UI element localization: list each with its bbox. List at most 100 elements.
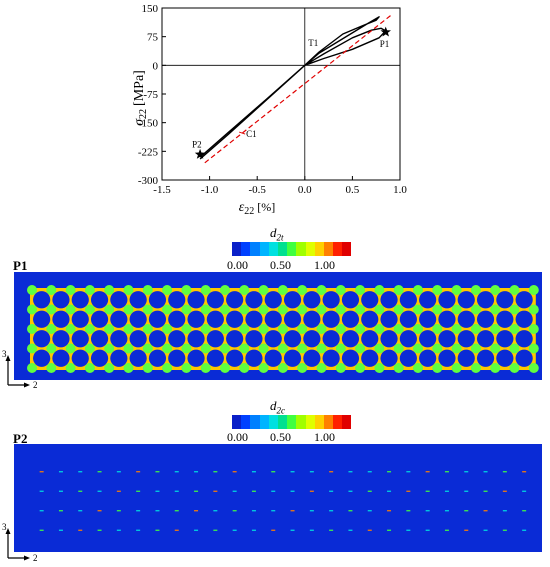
fiber [52,310,70,328]
colorbar-tick-p2-max: 1.00 [314,430,335,444]
matrix-damage-spot [451,324,462,334]
matrix-damage-spot [65,285,76,295]
fiber [90,291,109,309]
fiber [303,349,321,367]
fiber [245,291,263,309]
matrix-damage-spot [251,471,256,473]
fiber [496,349,514,367]
fiber [476,330,495,348]
matrix-damage-spot [406,529,411,531]
colorbar-swatch [268,415,278,429]
fiber [283,330,302,348]
fiber [515,310,533,328]
matrix-damage-spot [194,490,199,492]
matrix-damage-spot [271,510,276,512]
matrix-damage-spot [174,529,179,531]
matrix-damage-spot [39,510,44,512]
matrix-damage-spot [490,363,501,373]
matrix-damage-spot [502,510,507,512]
fiber [457,291,475,309]
matrix-damage-spot [162,363,173,373]
matrix-damage-spot [27,304,37,315]
matrix-damage-spot [483,490,488,492]
fiber [457,349,475,367]
matrix-damage-spot [155,471,160,473]
fiber [419,330,437,348]
matrix-damage-spot [232,471,237,473]
colorbar-swatch [241,415,251,429]
matrix-damage-spot [483,529,488,531]
matrix-damage-spot [58,490,63,492]
fiber [168,291,186,309]
matrix-damage-spot [309,510,314,512]
matrix-damage-spot [46,363,57,373]
colorbar-swatch [333,415,343,429]
colorbar-swatch [250,242,260,256]
matrix-damage-spot [329,529,334,531]
fiber [110,310,128,328]
matrix-damage-spot [97,490,102,492]
matrix-damage-spot [142,324,153,334]
colorbar-swatch [296,242,306,256]
colorbar-title-p2: d2c [270,398,285,416]
fiber [206,310,224,328]
y-tick-label: -75 [143,89,158,101]
matrix-damage-spot [444,510,449,512]
fiber [380,349,398,367]
axis-label-3: 3 [2,522,7,532]
fiber [322,349,340,367]
colorbar-swatch [277,415,288,429]
colorbar-swatch [277,242,288,256]
annotation-t1: T1 [308,38,318,48]
fiber [283,310,302,328]
fiber [148,310,167,328]
matrix-damage-spot [123,285,134,295]
fiber [168,349,186,367]
colorbar-swatch [241,242,251,256]
fiber [148,349,167,367]
matrix-damage-spot [348,529,353,531]
colorbar-swatch [323,415,334,429]
matrix-damage-spot [509,343,520,354]
matrix-damage-spot [432,285,443,295]
fiber [476,291,495,309]
matrix-damage-spot [258,363,269,373]
matrix-damage-spot [355,324,366,334]
fiber [245,349,263,367]
matrix-damage-spot [451,304,462,315]
matrix-damage-spot [355,304,366,315]
damage-field-p2 [14,444,542,552]
matrix-damage-spot [502,471,507,473]
matrix-damage-spot [528,285,539,295]
fiber [419,349,437,367]
fiber [33,291,51,309]
matrix-damage-spot [27,343,37,354]
fiber [110,330,128,348]
matrix-damage-spot [425,471,430,473]
matrix-damage-spot [393,324,404,334]
matrix-damage-spot [374,324,385,334]
fiber [322,330,340,348]
matrix-damage-spot [97,529,102,531]
fiber [457,330,475,348]
matrix-damage-spot [239,285,250,295]
fiber [380,310,398,328]
matrix-damage-spot [258,285,269,295]
colorbar-swatch [323,242,334,256]
matrix-damage-spot [27,363,37,373]
matrix-damage-spot [387,490,392,492]
fiber [264,349,282,367]
fiber [399,349,417,367]
matrix-damage-spot [27,285,37,295]
matrix-damage-spot [374,285,385,295]
annotation-c1: C1 [246,129,257,139]
matrix-damage-spot [425,510,430,512]
axis-triad-p2: 3 2 [2,522,38,563]
matrix-damage-spot [335,343,346,354]
fiber [187,349,205,367]
matrix-damage-spot [162,285,173,295]
matrix-damage-spot [316,285,327,295]
matrix-damage-spot [258,324,269,334]
axis-label-3: 3 [2,349,7,359]
fiber [264,291,282,309]
